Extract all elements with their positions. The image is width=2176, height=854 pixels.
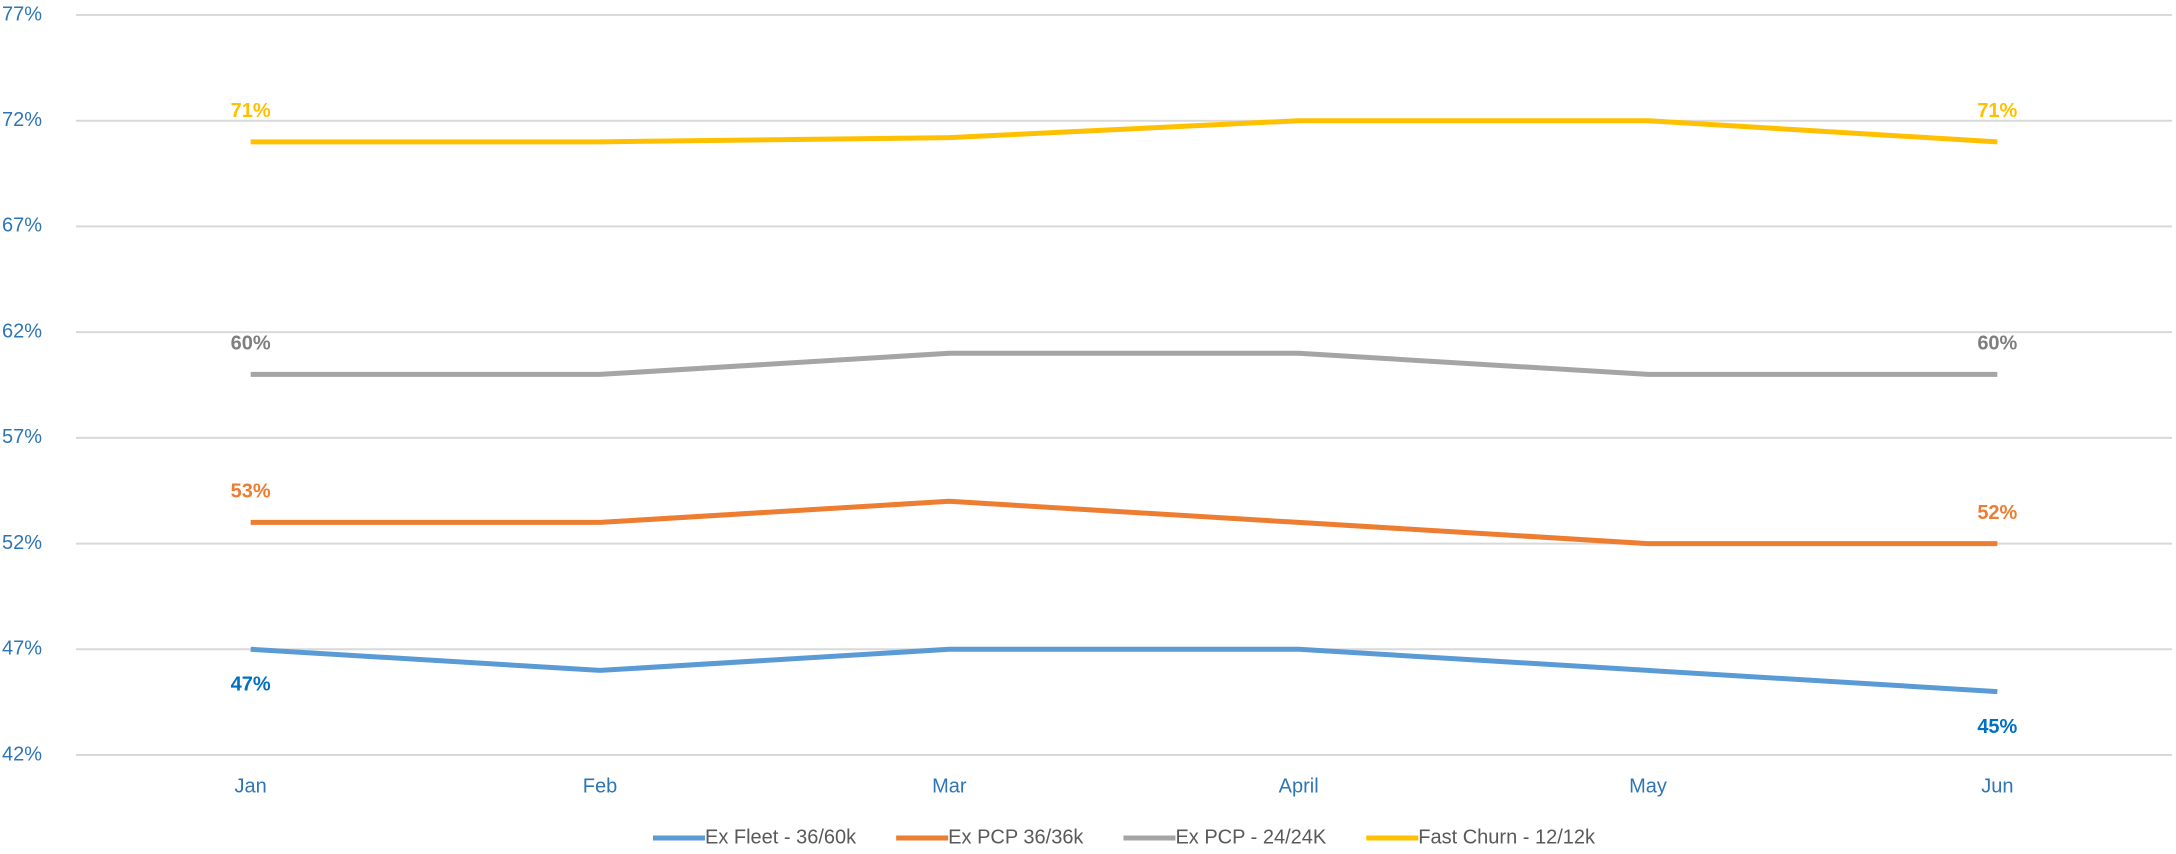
legend-label: Fast Churn - 12/12k (1418, 826, 1596, 848)
y-tick-label: 62% (2, 320, 42, 342)
series-line (250, 350, 1998, 377)
x-tick-label: Feb (583, 775, 617, 797)
y-tick-label: 47% (2, 638, 42, 660)
data-label: 52% (1977, 502, 2017, 524)
x-tick-label: April (1279, 775, 1319, 797)
data-label: 47% (231, 674, 271, 696)
y-tick-label: 77% (2, 3, 42, 25)
series-line (250, 118, 1998, 145)
x-tick-label: Jan (235, 775, 267, 797)
x-tick-label: Mar (932, 775, 967, 797)
data-label: 53% (231, 481, 271, 503)
y-tick-label: 67% (2, 215, 42, 237)
legend: Ex Fleet - 36/60k Ex PCP 36/36k Ex PCP - 2… (652, 826, 1596, 848)
data-label: 71% (231, 100, 271, 122)
y-tick-label: 72% (2, 109, 42, 131)
y-tick-label: 52% (2, 532, 42, 554)
legend-label: Ex Fleet - 36/60k (705, 826, 857, 848)
x-tick-label: Jun (1981, 775, 2013, 797)
legend-label: Ex PCP 36/36k (948, 826, 1084, 848)
y-tick-label: 57% (2, 426, 42, 448)
data-label: 71% (1977, 100, 2017, 122)
series-line (250, 498, 1998, 547)
data-label: 45% (1977, 716, 2017, 738)
data-label: 60% (1977, 333, 2017, 355)
legend-label: Ex PCP - 24/24K (1175, 826, 1326, 848)
series-line (250, 646, 1998, 695)
data-label: 60% (231, 333, 271, 355)
y-tick-label: 42% (2, 743, 42, 765)
x-tick-label: May (1629, 775, 1667, 797)
